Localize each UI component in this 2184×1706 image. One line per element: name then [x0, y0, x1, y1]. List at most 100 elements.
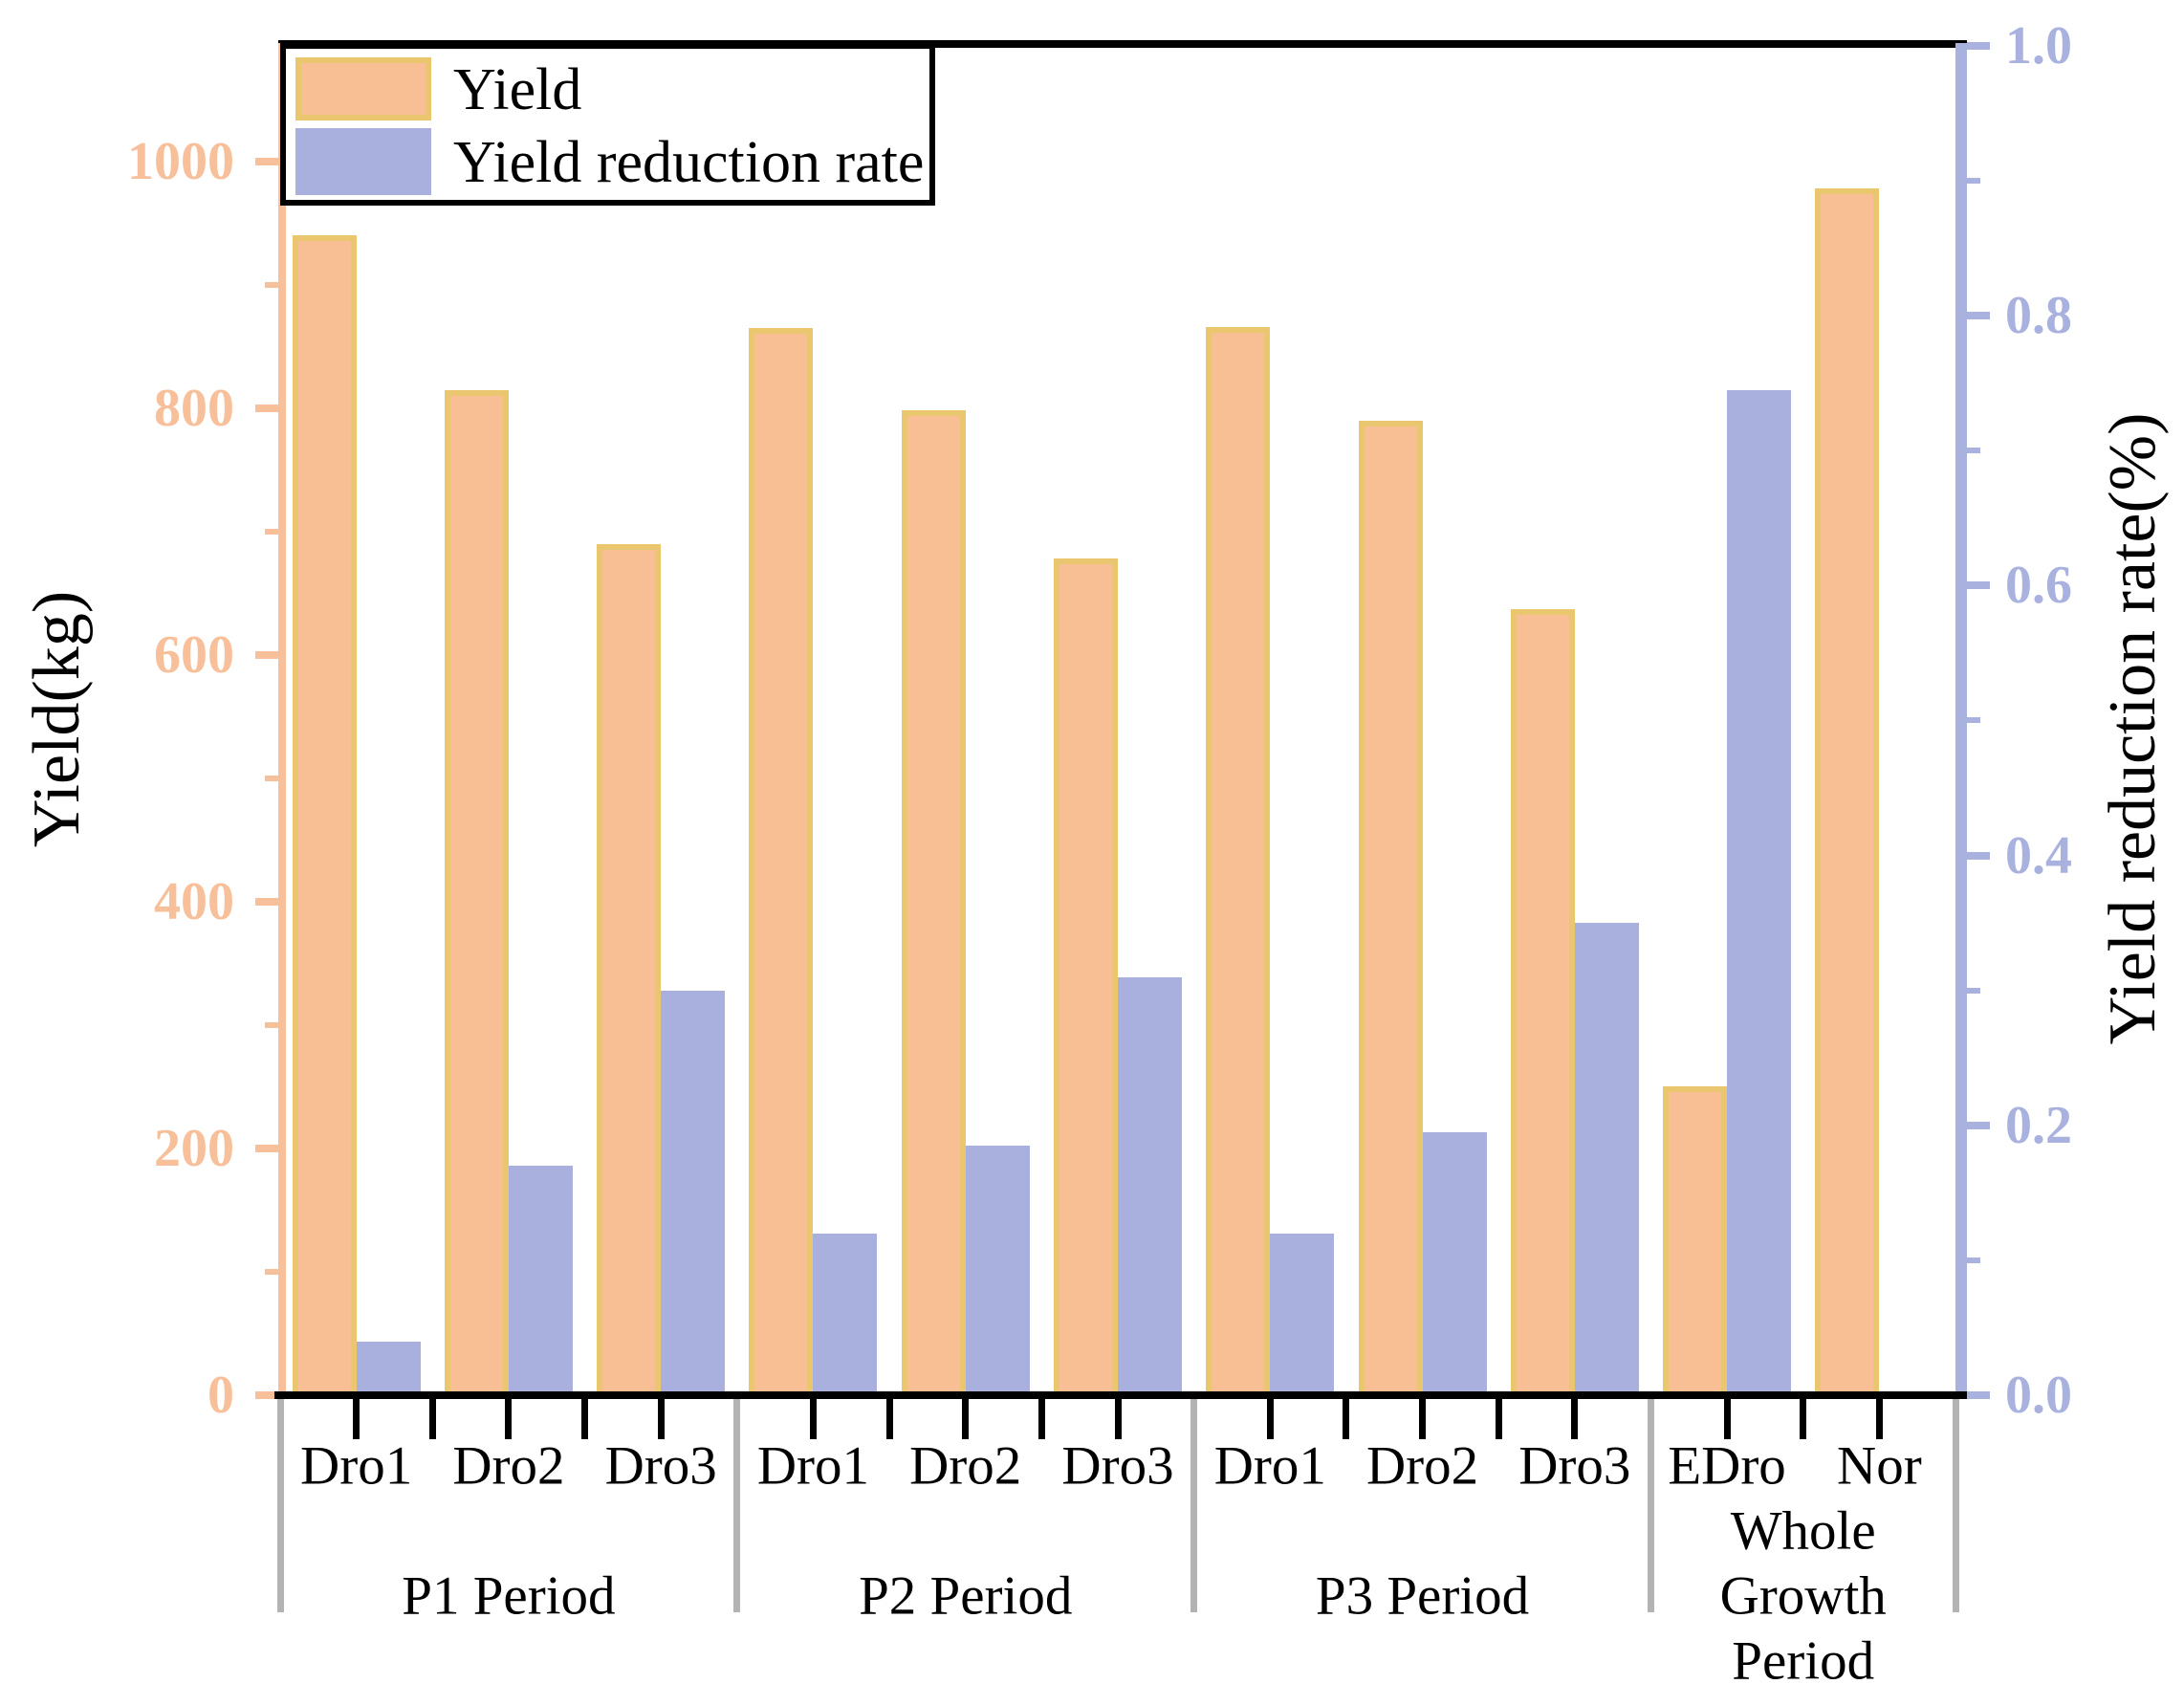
- bottom-axis-line: [274, 1391, 1967, 1399]
- bar-yield-g3-EDro: [1663, 1086, 1728, 1399]
- top-axis-line: [278, 40, 1967, 48]
- group-separator-3: [1647, 1397, 1654, 1612]
- category-label-g3-EDro: EDro: [1668, 1435, 1786, 1497]
- category-label-g0-Dro2: Dro2: [452, 1435, 565, 1497]
- bar-yield-g1-Dro3: [1053, 558, 1118, 1399]
- bar-yield-g1-Dro2: [901, 410, 966, 1399]
- bar-yield-g3-Nor: [1815, 188, 1880, 1399]
- category-label-g1-Dro1: Dro1: [756, 1435, 870, 1497]
- bar-rate-g2-Dro2: [1422, 1131, 1487, 1399]
- bottom-tick-10: [1037, 1399, 1045, 1439]
- right-minor-tick-0.1: [1967, 1257, 1980, 1263]
- bottom-tick-11: [1114, 1399, 1122, 1439]
- group-separator-0: [276, 1397, 284, 1612]
- bar-yield-g2-Dro1: [1206, 326, 1271, 1399]
- left-axis-title: Yield(kg): [20, 590, 94, 848]
- group-separator-1: [733, 1397, 741, 1612]
- bottom-tick-3: [505, 1399, 513, 1439]
- left-tick-label-0: 0: [207, 1366, 234, 1425]
- bar-yield-g2-Dro3: [1510, 609, 1575, 1399]
- left-major-tick-0: [255, 1391, 278, 1399]
- right-axis-line: [1955, 43, 1967, 1399]
- group-separator-4: [1952, 1397, 1959, 1612]
- bar-rate-g1-Dro2: [965, 1145, 1030, 1399]
- right-major-tick-0.2: [1967, 1121, 1990, 1129]
- bar-rate-g1-Dro1: [813, 1233, 878, 1399]
- bottom-tick-5: [657, 1399, 665, 1439]
- right-major-tick-0: [1967, 1391, 1990, 1399]
- bottom-tick-21: [1875, 1399, 1883, 1439]
- bottom-tick-8: [885, 1399, 893, 1439]
- left-minor-tick-700: [265, 528, 278, 535]
- group-label-4-line2: Growth: [1719, 1565, 1887, 1627]
- group-label-2-line1: P2 Period: [859, 1565, 1073, 1627]
- left-major-tick-800: [255, 404, 278, 412]
- bar-yield-g0-Dro2: [444, 389, 509, 1399]
- left-minor-tick-500: [265, 775, 278, 781]
- legend-yield-label: Yield: [453, 57, 582, 122]
- bar-rate-g3-EDro: [1727, 389, 1792, 1399]
- right-major-tick-1: [1967, 41, 1990, 50]
- bottom-tick-16: [1495, 1399, 1502, 1439]
- bottom-tick-7: [809, 1399, 817, 1439]
- right-minor-tick-0.3: [1967, 987, 1980, 994]
- group-separator-2: [1190, 1397, 1198, 1612]
- bottom-tick-14: [1343, 1399, 1350, 1439]
- right-tick-label-1: 1.0: [2005, 15, 2072, 76]
- right-tick-label-0.6: 0.6: [2005, 556, 2072, 616]
- bottom-tick-13: [1266, 1399, 1274, 1439]
- right-major-tick-0.8: [1967, 312, 1990, 320]
- left-tick-label-400: 400: [154, 871, 234, 931]
- group-label-4-line3: Period: [1732, 1630, 1875, 1692]
- bar-rate-g0-Dro1: [356, 1341, 421, 1399]
- left-tick-label-600: 600: [154, 624, 234, 685]
- right-tick-label-0.8: 0.8: [2005, 286, 2072, 346]
- category-label-g1-Dro2: Dro2: [909, 1435, 1022, 1497]
- bottom-tick-4: [581, 1399, 589, 1439]
- category-label-g1-Dro3: Dro3: [1061, 1435, 1174, 1497]
- right-tick-label-0: 0.0: [2005, 1366, 2072, 1425]
- legend-rate-swatch: [295, 128, 431, 195]
- category-label-g0-Dro3: Dro3: [604, 1435, 717, 1497]
- left-tick-label-800: 800: [154, 378, 234, 438]
- left-axis-line: [278, 43, 286, 1399]
- right-minor-tick-0.5: [1967, 717, 1980, 724]
- category-label-g2-Dro2: Dro2: [1365, 1435, 1479, 1497]
- right-minor-tick-0.7: [1967, 448, 1980, 454]
- category-label-g2-Dro1: Dro1: [1213, 1435, 1326, 1497]
- right-tick-label-0.4: 0.4: [2005, 825, 2072, 886]
- bottom-tick-1: [353, 1399, 360, 1439]
- left-major-tick-1000: [255, 157, 278, 165]
- bar-yield-g2-Dro2: [1358, 420, 1423, 1399]
- bottom-tick-19: [1723, 1399, 1731, 1439]
- right-major-tick-0.6: [1967, 581, 1990, 590]
- right-tick-label-0.2: 0.2: [2005, 1095, 2072, 1155]
- bottom-tick-17: [1571, 1399, 1579, 1439]
- group-label-1-line1: P1 Period: [402, 1565, 616, 1627]
- legend-rate-label: Yield reduction rate: [453, 130, 925, 195]
- left-minor-tick-100: [265, 1268, 278, 1275]
- legend-yield-swatch: [295, 57, 431, 120]
- right-major-tick-0.4: [1967, 851, 1990, 860]
- category-label-g3-Nor: Nor: [1837, 1435, 1922, 1497]
- category-label-g0-Dro1: Dro1: [300, 1435, 413, 1497]
- bottom-tick-2: [428, 1399, 436, 1439]
- bar-yield-g1-Dro1: [749, 328, 814, 1399]
- right-minor-tick-0.9: [1967, 177, 1980, 184]
- left-minor-tick-300: [265, 1021, 278, 1028]
- bottom-tick-15: [1419, 1399, 1427, 1439]
- left-tick-label-1000: 1000: [127, 131, 234, 191]
- group-label-3-line1: P3 Period: [1315, 1565, 1530, 1627]
- bottom-tick-20: [1800, 1399, 1807, 1439]
- bar-rate-g0-Dro3: [661, 990, 726, 1399]
- left-tick-label-200: 200: [154, 1118, 234, 1178]
- left-major-tick-400: [255, 897, 278, 906]
- bar-rate-g2-Dro3: [1574, 923, 1639, 1399]
- legend: Yield Yield reduction rate: [280, 43, 935, 206]
- group-label-4-line1: Whole: [1730, 1500, 1876, 1562]
- bottom-tick-9: [962, 1399, 970, 1439]
- bar-rate-g0-Dro2: [508, 1166, 573, 1399]
- category-label-g2-Dro3: Dro3: [1518, 1435, 1631, 1497]
- right-axis-title: Yield reduction rate(%): [2096, 412, 2170, 1045]
